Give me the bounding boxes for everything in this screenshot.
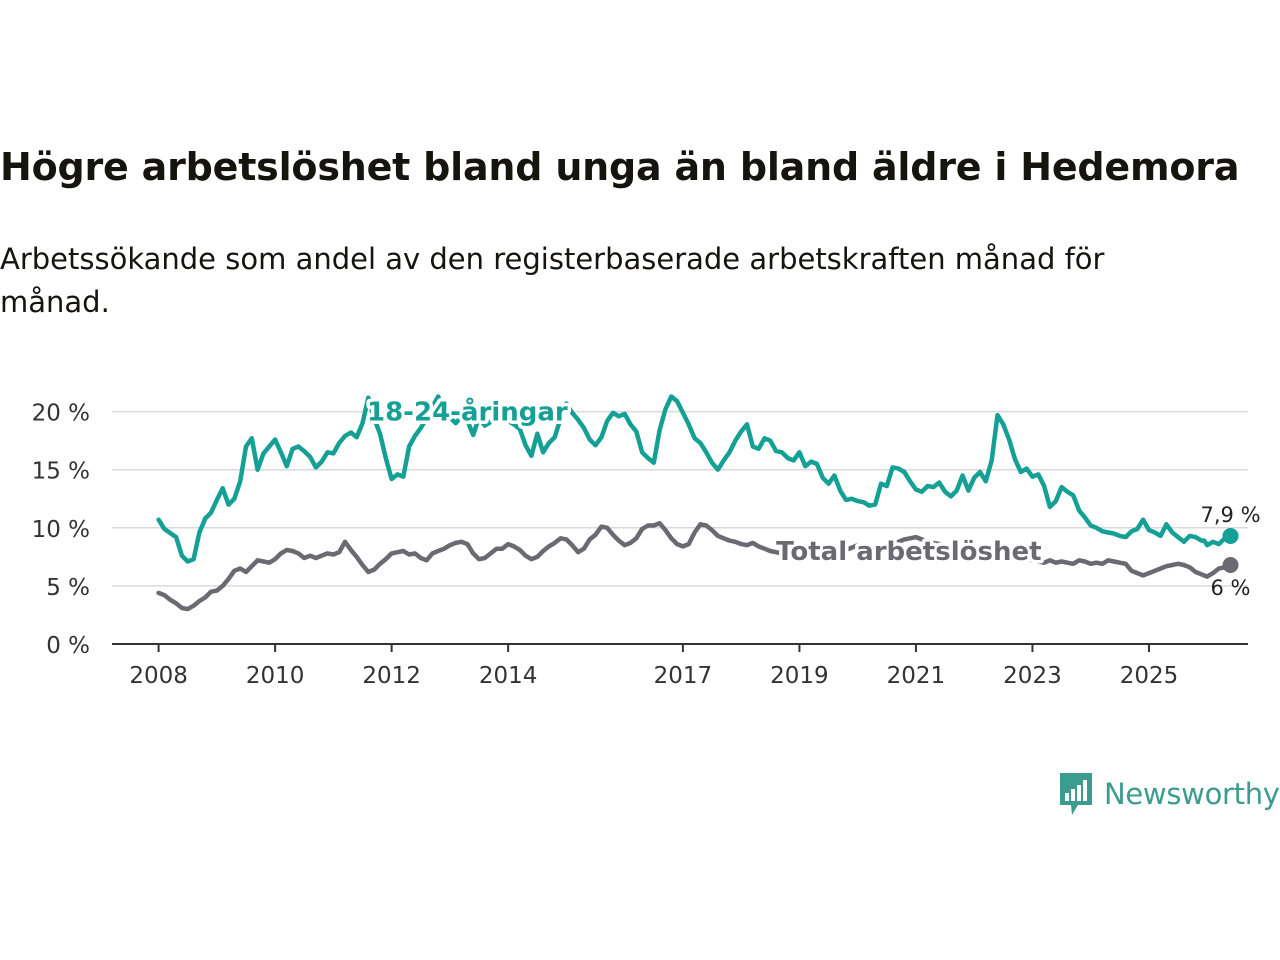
newsworthy-logo-icon [1060, 773, 1092, 815]
y-tick-label: 15 % [32, 459, 90, 485]
x-tick-label: 2023 [1003, 663, 1062, 689]
x-tick-label: 2025 [1120, 663, 1179, 689]
y-tick-label: 20 % [32, 401, 90, 427]
y-tick-label: 5 % [46, 575, 90, 601]
y-tick-label: 10 % [32, 517, 90, 543]
chart-title: Högre arbetslöshet bland unga än bland ä… [0, 145, 1240, 189]
line-chart: 0 %5 %10 %15 %20 % 2008 2010 2012 2014 2017 2… [32, 392, 1261, 689]
x-tick-label: 2010 [246, 663, 305, 689]
series-label-total: Total arbetslöshet [776, 537, 1041, 567]
series-label-18-24-halo: 18-24-åringar [367, 396, 568, 428]
series-label-18-24: 18-24-åringar [367, 396, 568, 428]
end-label-18-24: 7,9 % [1201, 503, 1261, 527]
x-tick-label: 2019 [770, 663, 829, 689]
end-label-total: 6 % [1211, 576, 1251, 600]
x-tick-label: 2017 [654, 663, 713, 689]
y-axis: 0 % 5 % 10 % 15 % 20 % [32, 401, 90, 659]
end-point-total [1222, 556, 1239, 573]
series-line-18-24 [156, 394, 1233, 564]
chart-subtitle: Arbetssökande som andel av den registerb… [0, 242, 1105, 319]
x-axis: 2008 2010 2012 2014 2017 2019 2021 2023 2025 [112, 643, 1248, 689]
x-tick-label: 2021 [887, 663, 946, 689]
x-tick-label: 2012 [362, 663, 421, 689]
x-tick-label: 2014 [479, 663, 538, 689]
series-lines [156, 394, 1239, 612]
y-tick-label: 0 % [46, 633, 90, 659]
brand-name: Newsworthy [1104, 777, 1280, 811]
x-tick-label: 2008 [129, 663, 188, 689]
series-line-total [156, 520, 1233, 612]
end-point-18-24 [1222, 527, 1239, 544]
newsworthy-brand: Newsworthy [1058, 770, 1280, 818]
series-label-total-halo: Total arbetslöshet [776, 537, 1041, 567]
